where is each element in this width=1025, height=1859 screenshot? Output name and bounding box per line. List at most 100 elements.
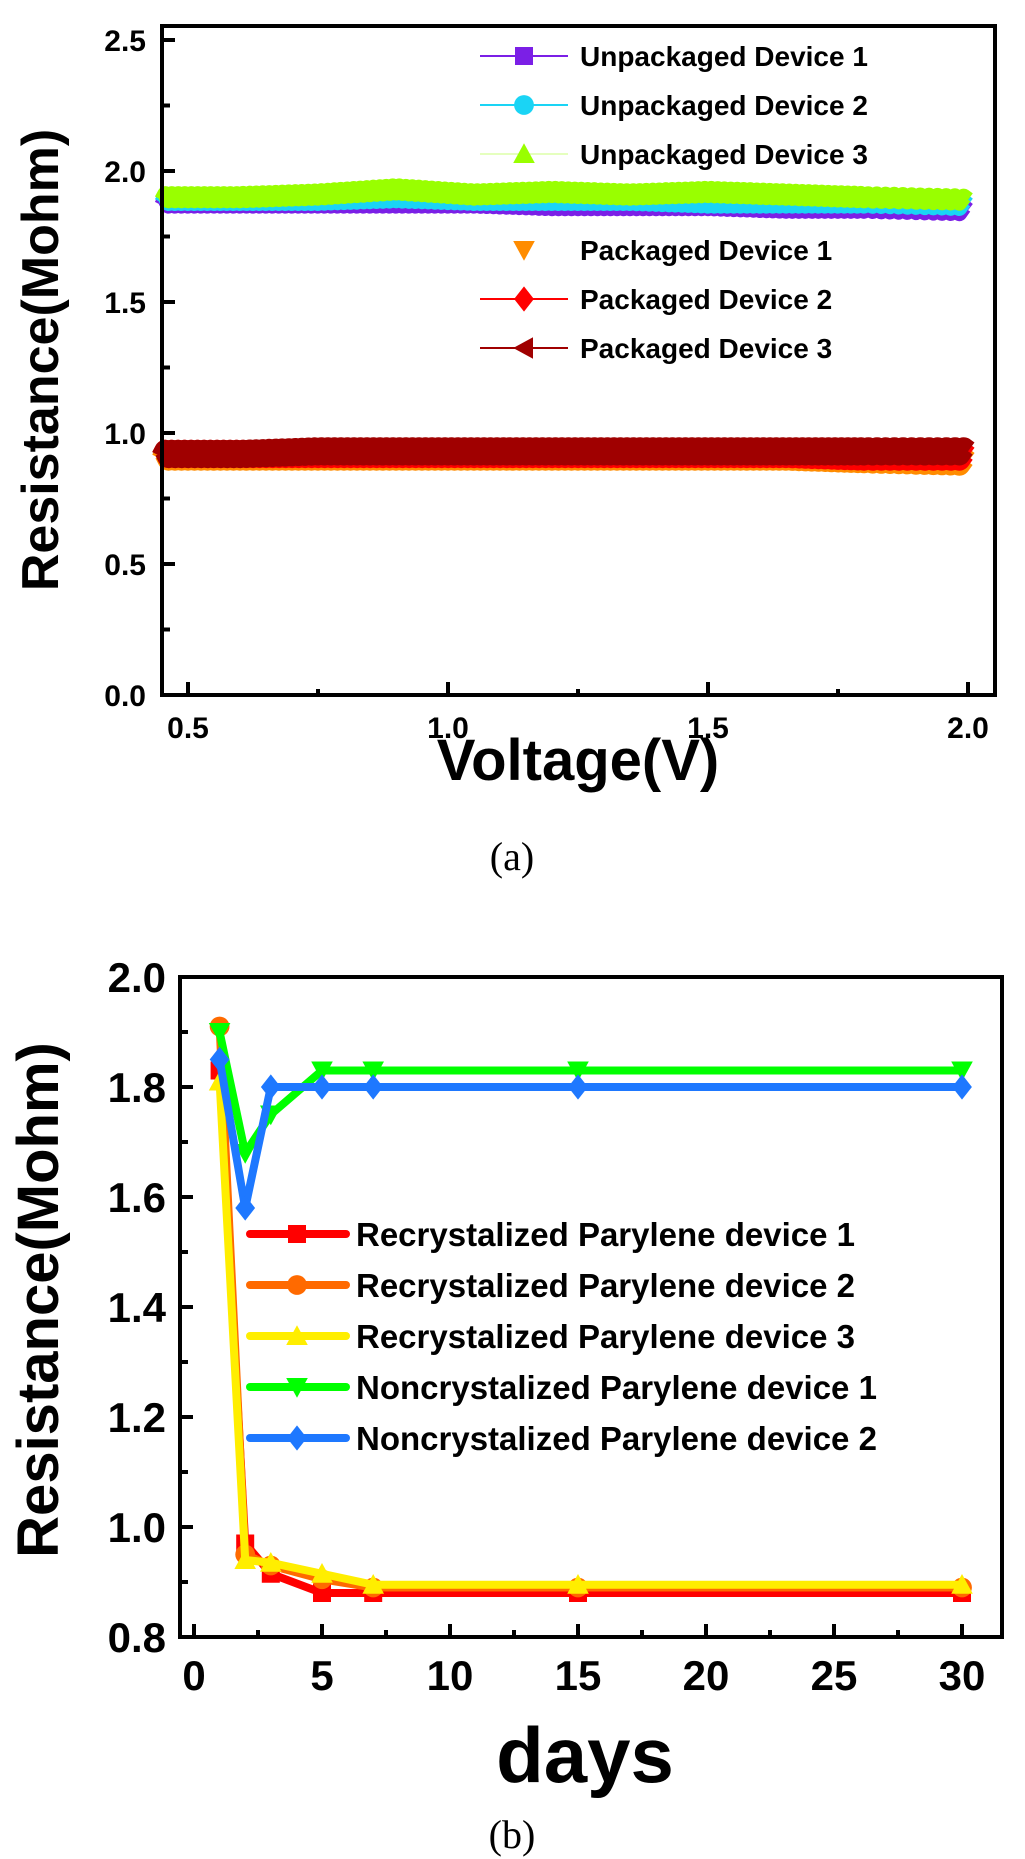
legend-marker-icon xyxy=(513,143,535,163)
y-axis-ticks-a: 0.0 0.5 1.0 1.5 2.0 2.5 xyxy=(104,25,175,713)
x-axis-ticks-b: 0 5 10 15 20 25 30 xyxy=(182,1624,985,1699)
data-point-marker-icon xyxy=(363,1074,384,1100)
chart-panel-a: 0.0 0.5 1.0 1.5 2.0 2.5 0.5 1.0 1.5 2.0 Resistan… xyxy=(12,24,997,879)
x-tick-label: 25 xyxy=(811,1652,858,1699)
legend-label: Recrystalized Parylene device 3 xyxy=(356,1318,855,1355)
y-axis-ticks-b: 0.8 1.0 1.2 1.4 1.6 1.8 2.0 xyxy=(108,954,193,1661)
y-tick-label: 2.0 xyxy=(108,954,166,1001)
x-tick-label: 1.0 xyxy=(427,712,469,745)
y-tick-label: 1.2 xyxy=(108,1394,166,1441)
plot-series-a xyxy=(152,178,975,476)
data-point-marker-icon xyxy=(313,1584,331,1602)
data-point-marker-icon xyxy=(234,1549,256,1569)
x-tick-label: 30 xyxy=(939,1652,986,1699)
y-tick-label: 2.0 xyxy=(104,156,146,189)
y-tick-label: 0.8 xyxy=(108,1614,166,1661)
data-point-marker-icon xyxy=(362,1573,384,1594)
x-tick-label: 1.5 xyxy=(687,712,729,745)
series-recrystalized-parylene-device-2 xyxy=(209,1016,972,1598)
plot-frame-b xyxy=(178,975,1004,1639)
y-tick-label: 1.8 xyxy=(108,1064,166,1111)
x-tick-label: 20 xyxy=(683,1652,730,1699)
legend-marker-icon xyxy=(287,1425,307,1451)
y-tick-label: 0.5 xyxy=(104,549,146,582)
legend-label: Unpackaged Device 2 xyxy=(580,90,868,121)
data-point-marker-icon xyxy=(362,1061,384,1082)
y-tick-label: 0.0 xyxy=(104,680,146,713)
legend-label: Unpackaged Device 3 xyxy=(580,139,868,170)
legend-label: Packaged Device 2 xyxy=(580,284,832,315)
y-tick-label: 1.5 xyxy=(104,287,146,320)
series-line xyxy=(152,437,975,469)
legend-item: Recrystalized Parylene device 3 xyxy=(246,1318,855,1355)
data-point-marker-icon xyxy=(234,1144,256,1164)
data-point-marker-icon xyxy=(952,1074,972,1100)
plot-series-b xyxy=(208,1016,973,1602)
caption-a: (a) xyxy=(490,834,534,879)
legend-marker-icon xyxy=(288,1225,306,1243)
x-axis-title-b: days xyxy=(496,1711,674,1799)
data-point-marker-icon xyxy=(951,1061,973,1082)
legend-label: Recrystalized Parylene device 2 xyxy=(356,1267,855,1304)
series-noncrystalized-parylene-device-2 xyxy=(209,1046,972,1221)
x-tick-label: 2.0 xyxy=(947,712,989,745)
data-point-marker-icon xyxy=(209,1046,230,1073)
data-point-marker-icon xyxy=(951,1573,973,1594)
y-tick-label: 2.5 xyxy=(104,25,146,58)
data-point-marker-icon xyxy=(260,1074,281,1100)
x-tick-label: 15 xyxy=(555,1652,602,1699)
data-point-marker-icon xyxy=(568,1074,588,1100)
legend-label: Packaged Device 3 xyxy=(580,333,832,364)
legend-b: Recrystalized Parylene device 1 Recrystal… xyxy=(246,1216,877,1457)
data-point-marker-icon xyxy=(311,1061,333,1082)
legend-marker-icon xyxy=(515,47,533,65)
legend-label: Packaged Device 1 xyxy=(580,235,832,266)
y-tick-label: 1.6 xyxy=(108,1174,166,1221)
data-point-marker-icon xyxy=(567,1573,589,1594)
legend-item: Packaged Device 2 xyxy=(480,284,832,315)
data-point-marker-icon xyxy=(208,1023,231,1043)
legend-label: Noncrystalized Parylene device 2 xyxy=(356,1420,877,1457)
x-tick-label: 0.5 xyxy=(167,712,209,745)
legend-marker-icon xyxy=(286,1378,308,1398)
x-axis-ticks-a: 0.5 1.0 1.5 2.0 xyxy=(167,682,989,745)
legend-marker-icon xyxy=(287,1275,307,1295)
legend-item: Recrystalized Parylene device 1 xyxy=(246,1216,855,1253)
legend-marker-icon xyxy=(514,286,534,312)
legend-item: Unpackaged Device 1 xyxy=(480,41,868,72)
data-point-marker-icon xyxy=(312,1074,332,1100)
legend-item: Unpackaged Device 3 xyxy=(480,139,868,170)
x-tick-label: 0 xyxy=(182,1652,205,1699)
data-point-marker-icon xyxy=(311,1562,333,1583)
plot-frame-a xyxy=(160,24,997,697)
legend-item: Packaged Device 1 xyxy=(513,235,832,266)
y-axis-title-a: Resistance(Mohm) xyxy=(12,129,70,591)
x-axis-title-a: Voltage(V) xyxy=(437,728,720,793)
data-point-marker-icon xyxy=(567,1061,589,1082)
legend-marker-icon xyxy=(513,337,533,359)
data-point-marker-icon xyxy=(260,1551,282,1572)
legend-label: Unpackaged Device 1 xyxy=(580,41,868,72)
data-point-marker-icon xyxy=(235,1195,256,1221)
legend-item: Noncrystalized Parylene device 2 xyxy=(246,1420,877,1457)
legend-marker-icon xyxy=(514,95,534,115)
legend-a: Unpackaged Device 1 Unpackaged Device 2 Un… xyxy=(480,41,868,364)
legend-label: Recrystalized Parylene device 1 xyxy=(356,1216,855,1253)
legend-item: Recrystalized Parylene device 2 xyxy=(246,1267,855,1304)
legend-marker-icon xyxy=(513,241,535,261)
y-tick-label: 1.0 xyxy=(108,1504,166,1551)
legend-item: Packaged Device 3 xyxy=(480,333,832,364)
series-line xyxy=(154,178,973,211)
y-tick-label: 1.0 xyxy=(104,418,146,451)
chart-panel-b: 0.8 1.0 1.2 1.4 1.6 1.8 2.0 0 5 10 15 20 25 30 Resis… xyxy=(6,954,1004,1857)
series-noncrystalized-parylene-device-1 xyxy=(208,1023,973,1164)
legend-item: Noncrystalized Parylene device 1 xyxy=(246,1369,877,1406)
y-tick-label: 1.4 xyxy=(108,1284,167,1331)
x-tick-label: 10 xyxy=(427,1652,474,1699)
legend-label: Noncrystalized Parylene device 1 xyxy=(356,1369,877,1406)
caption-b: (b) xyxy=(489,1812,536,1857)
legend-item: Unpackaged Device 2 xyxy=(480,90,868,121)
series-recrystalized-parylene-device-3 xyxy=(208,1070,973,1594)
x-tick-label: 5 xyxy=(310,1652,333,1699)
